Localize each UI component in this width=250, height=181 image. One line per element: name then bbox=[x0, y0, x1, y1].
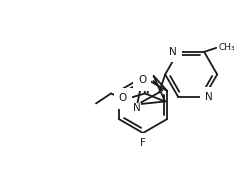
Text: F: F bbox=[140, 138, 146, 148]
Text: N: N bbox=[170, 47, 177, 57]
Text: O: O bbox=[119, 93, 127, 104]
Text: N: N bbox=[205, 92, 213, 102]
Text: N: N bbox=[133, 103, 141, 113]
Text: CH₃: CH₃ bbox=[218, 43, 235, 52]
Text: O: O bbox=[138, 75, 146, 85]
